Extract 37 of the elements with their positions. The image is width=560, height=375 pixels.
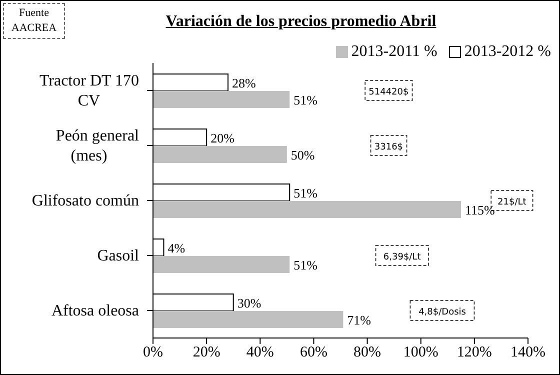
x-tick-label: 60% <box>300 344 328 361</box>
y-tick-label: Glifosato común <box>32 192 139 210</box>
x-tick-label: 100% <box>403 344 438 361</box>
data-label: 51% <box>294 186 318 200</box>
x-tick-label: 20% <box>192 344 220 361</box>
bar <box>153 146 287 163</box>
bar <box>153 311 344 328</box>
y-tick-label: Tractor DT 170 CV <box>39 72 139 110</box>
x-tick-label: 120% <box>456 344 492 361</box>
annotation: 3316$ <box>374 142 404 152</box>
x-tick-label: 40% <box>246 344 274 361</box>
annotation: 6,39$/Lt <box>383 252 422 262</box>
x-tick-label: 80% <box>354 344 382 361</box>
data-label: 115% <box>465 202 496 218</box>
data-label: 30% <box>237 296 262 310</box>
x-tick-label: 0% <box>143 344 163 361</box>
data-label: 51% <box>294 92 318 108</box>
data-label: 20% <box>210 130 235 146</box>
y-tick-label: Aftosa oleosa <box>51 302 139 320</box>
x-tick-label: 140% <box>510 344 546 361</box>
data-label: 28% <box>232 76 256 90</box>
legend-label: 2013-2011 % <box>350 43 438 61</box>
legend-label: 2013-2012 % <box>463 43 551 61</box>
y-tick-label: Gasoil <box>97 248 140 264</box>
data-label: 71% <box>347 312 372 328</box>
bar <box>153 256 290 273</box>
data-label: 50% <box>290 148 315 162</box>
annotation: 514420$ <box>368 88 409 98</box>
data-label: 4% <box>168 240 186 256</box>
chart-title: Variación de los precios promedio Abril <box>164 13 438 31</box>
source-note: Fuente AACREA <box>3 3 65 39</box>
bar <box>153 201 462 218</box>
data-label: 51% <box>294 258 318 272</box>
bar <box>153 91 290 108</box>
annotation: 21$/Lt <box>498 198 527 208</box>
annotation: 4,8$/Dosis <box>418 308 466 318</box>
y-tick-label: Peón general (mes) <box>56 128 140 164</box>
